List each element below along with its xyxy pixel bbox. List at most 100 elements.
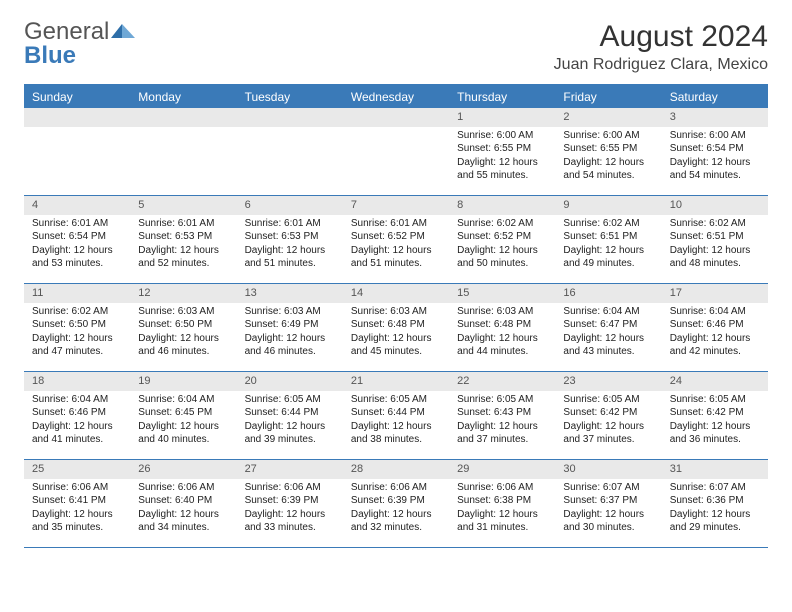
weekday-header: Sunday	[24, 86, 130, 108]
day-number: 21	[343, 372, 449, 391]
day-cell: 19Sunrise: 6:04 AMSunset: 6:45 PMDayligh…	[130, 372, 236, 460]
sunset-line: Sunset: 6:48 PM	[457, 318, 547, 332]
day-body: Sunrise: 6:00 AMSunset: 6:54 PMDaylight:…	[662, 127, 768, 189]
day-cell: 18Sunrise: 6:04 AMSunset: 6:46 PMDayligh…	[24, 372, 130, 460]
day-body: Sunrise: 6:03 AMSunset: 6:48 PMDaylight:…	[343, 303, 449, 365]
day-body: Sunrise: 6:06 AMSunset: 6:39 PMDaylight:…	[237, 479, 343, 541]
day-number: 9	[555, 196, 661, 215]
day-cell: 28Sunrise: 6:06 AMSunset: 6:39 PMDayligh…	[343, 460, 449, 548]
sunrise-line: Sunrise: 6:00 AM	[457, 129, 547, 143]
weekday-header: Saturday	[662, 86, 768, 108]
day-cell: 2Sunrise: 6:00 AMSunset: 6:55 PMDaylight…	[555, 108, 661, 196]
sunset-line: Sunset: 6:40 PM	[138, 494, 228, 508]
day-cell: 3Sunrise: 6:00 AMSunset: 6:54 PMDaylight…	[662, 108, 768, 196]
sunset-line: Sunset: 6:51 PM	[670, 230, 760, 244]
day-number: 8	[449, 196, 555, 215]
day-body: Sunrise: 6:01 AMSunset: 6:53 PMDaylight:…	[130, 215, 236, 277]
day-number: 6	[237, 196, 343, 215]
day-cell-empty	[343, 108, 449, 196]
day-body: Sunrise: 6:02 AMSunset: 6:51 PMDaylight:…	[555, 215, 661, 277]
day-body: Sunrise: 6:05 AMSunset: 6:42 PMDaylight:…	[555, 391, 661, 453]
sunset-line: Sunset: 6:47 PM	[563, 318, 653, 332]
day-number: 5	[130, 196, 236, 215]
day-cell: 14Sunrise: 6:03 AMSunset: 6:48 PMDayligh…	[343, 284, 449, 372]
day-cell: 8Sunrise: 6:02 AMSunset: 6:52 PMDaylight…	[449, 196, 555, 284]
sunrise-line: Sunrise: 6:02 AM	[32, 305, 122, 319]
daylight-line: Daylight: 12 hours and 38 minutes.	[351, 420, 441, 447]
daylight-line: Daylight: 12 hours and 30 minutes.	[563, 508, 653, 535]
day-cell: 24Sunrise: 6:05 AMSunset: 6:42 PMDayligh…	[662, 372, 768, 460]
sunrise-line: Sunrise: 6:05 AM	[670, 393, 760, 407]
sunrise-line: Sunrise: 6:01 AM	[351, 217, 441, 231]
sunrise-line: Sunrise: 6:04 AM	[32, 393, 122, 407]
sunrise-line: Sunrise: 6:05 AM	[351, 393, 441, 407]
day-cell: 31Sunrise: 6:07 AMSunset: 6:36 PMDayligh…	[662, 460, 768, 548]
day-body: Sunrise: 6:05 AMSunset: 6:42 PMDaylight:…	[662, 391, 768, 453]
sunrise-line: Sunrise: 6:04 AM	[563, 305, 653, 319]
day-body: Sunrise: 6:03 AMSunset: 6:50 PMDaylight:…	[130, 303, 236, 365]
day-number: 29	[449, 460, 555, 479]
day-body: Sunrise: 6:04 AMSunset: 6:46 PMDaylight:…	[24, 391, 130, 453]
sunset-line: Sunset: 6:44 PM	[245, 406, 335, 420]
sunset-line: Sunset: 6:36 PM	[670, 494, 760, 508]
calendar-page: GeneralBlue August 2024 Juan Rodriguez C…	[0, 0, 792, 568]
location-label: Juan Rodriguez Clara, Mexico	[554, 56, 768, 74]
day-body: Sunrise: 6:01 AMSunset: 6:52 PMDaylight:…	[343, 215, 449, 277]
sunset-line: Sunset: 6:45 PM	[138, 406, 228, 420]
daylight-line: Daylight: 12 hours and 51 minutes.	[245, 244, 335, 271]
sunrise-line: Sunrise: 6:05 AM	[563, 393, 653, 407]
sunrise-line: Sunrise: 6:05 AM	[245, 393, 335, 407]
sunrise-line: Sunrise: 6:06 AM	[138, 481, 228, 495]
logo: GeneralBlue	[24, 20, 135, 68]
day-cell: 6Sunrise: 6:01 AMSunset: 6:53 PMDaylight…	[237, 196, 343, 284]
day-number: 31	[662, 460, 768, 479]
day-body: Sunrise: 6:04 AMSunset: 6:45 PMDaylight:…	[130, 391, 236, 453]
day-number: 18	[24, 372, 130, 391]
sunset-line: Sunset: 6:37 PM	[563, 494, 653, 508]
weekday-header: Wednesday	[343, 86, 449, 108]
day-number: 10	[662, 196, 768, 215]
day-cell-empty	[237, 108, 343, 196]
logo-text-general: General	[24, 20, 109, 44]
daylight-line: Daylight: 12 hours and 32 minutes.	[351, 508, 441, 535]
daylight-line: Daylight: 12 hours and 50 minutes.	[457, 244, 547, 271]
day-number: 14	[343, 284, 449, 303]
daylight-line: Daylight: 12 hours and 53 minutes.	[32, 244, 122, 271]
day-body: Sunrise: 6:02 AMSunset: 6:52 PMDaylight:…	[449, 215, 555, 277]
daylight-line: Daylight: 12 hours and 39 minutes.	[245, 420, 335, 447]
sunrise-line: Sunrise: 6:02 AM	[563, 217, 653, 231]
day-cell: 22Sunrise: 6:05 AMSunset: 6:43 PMDayligh…	[449, 372, 555, 460]
daylight-line: Daylight: 12 hours and 54 minutes.	[563, 156, 653, 183]
day-body: Sunrise: 6:04 AMSunset: 6:47 PMDaylight:…	[555, 303, 661, 365]
day-cell: 20Sunrise: 6:05 AMSunset: 6:44 PMDayligh…	[237, 372, 343, 460]
weekday-header: Thursday	[449, 86, 555, 108]
day-number: 24	[662, 372, 768, 391]
sunrise-line: Sunrise: 6:04 AM	[138, 393, 228, 407]
sunset-line: Sunset: 6:46 PM	[32, 406, 122, 420]
sunset-line: Sunset: 6:54 PM	[670, 142, 760, 156]
sunrise-line: Sunrise: 6:05 AM	[457, 393, 547, 407]
daylight-line: Daylight: 12 hours and 52 minutes.	[138, 244, 228, 271]
day-number: 22	[449, 372, 555, 391]
sunrise-line: Sunrise: 6:06 AM	[457, 481, 547, 495]
daylight-line: Daylight: 12 hours and 46 minutes.	[245, 332, 335, 359]
sunset-line: Sunset: 6:53 PM	[245, 230, 335, 244]
daylight-line: Daylight: 12 hours and 34 minutes.	[138, 508, 228, 535]
sunset-line: Sunset: 6:46 PM	[670, 318, 760, 332]
day-cell: 15Sunrise: 6:03 AMSunset: 6:48 PMDayligh…	[449, 284, 555, 372]
day-cell: 30Sunrise: 6:07 AMSunset: 6:37 PMDayligh…	[555, 460, 661, 548]
daylight-line: Daylight: 12 hours and 37 minutes.	[563, 420, 653, 447]
sunrise-line: Sunrise: 6:03 AM	[457, 305, 547, 319]
page-header: GeneralBlue August 2024 Juan Rodriguez C…	[24, 20, 768, 74]
day-body: Sunrise: 6:03 AMSunset: 6:49 PMDaylight:…	[237, 303, 343, 365]
day-body: Sunrise: 6:00 AMSunset: 6:55 PMDaylight:…	[555, 127, 661, 189]
daylight-line: Daylight: 12 hours and 54 minutes.	[670, 156, 760, 183]
sunrise-line: Sunrise: 6:04 AM	[670, 305, 760, 319]
day-cell: 23Sunrise: 6:05 AMSunset: 6:42 PMDayligh…	[555, 372, 661, 460]
daylight-line: Daylight: 12 hours and 43 minutes.	[563, 332, 653, 359]
day-number: 11	[24, 284, 130, 303]
sunrise-line: Sunrise: 6:03 AM	[351, 305, 441, 319]
day-cell: 4Sunrise: 6:01 AMSunset: 6:54 PMDaylight…	[24, 196, 130, 284]
daylight-line: Daylight: 12 hours and 44 minutes.	[457, 332, 547, 359]
sunset-line: Sunset: 6:49 PM	[245, 318, 335, 332]
